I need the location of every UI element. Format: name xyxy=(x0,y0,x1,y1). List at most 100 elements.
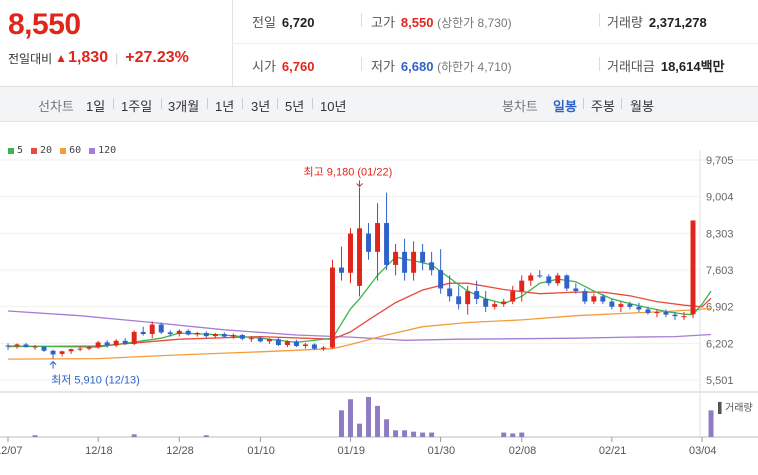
upper-limit: (상한가 8,730) xyxy=(437,16,512,30)
candlestick-chart[interactable]: 9,705 9,004 8,303 7,603 6,902 6,202 5,501 12/07… xyxy=(0,150,758,475)
legend-label: 20 xyxy=(40,145,53,156)
candle-body xyxy=(167,332,173,335)
chart-legend: 5 20 60 120 xyxy=(8,145,116,156)
candle-body xyxy=(131,331,137,344)
candle-body xyxy=(302,344,308,347)
volume-bar xyxy=(393,430,399,437)
volume-bar xyxy=(375,405,381,437)
candle-body xyxy=(194,332,200,335)
legend-label: 5 xyxy=(17,145,24,156)
candle-body xyxy=(672,314,678,317)
divider xyxy=(207,98,208,109)
prev-close: 전일 6,720 xyxy=(252,12,314,31)
candle-body xyxy=(483,298,489,307)
candle-body xyxy=(582,291,588,302)
candle-body xyxy=(5,345,11,347)
candle-body xyxy=(438,270,444,289)
candle-body xyxy=(50,350,56,355)
summary-divider xyxy=(232,43,758,44)
legend-swatch xyxy=(31,147,38,154)
candle-body xyxy=(654,312,660,314)
tab-10years[interactable]: 10년 xyxy=(320,99,347,114)
open-price: 시가 6,760 xyxy=(252,56,314,75)
tab-daily[interactable]: 일봉 xyxy=(553,99,577,114)
amount-label: 거래대금 xyxy=(607,59,655,74)
change-value: 1,830 xyxy=(68,49,109,66)
legend-item-ma60: 60 xyxy=(60,145,81,156)
divider xyxy=(361,57,362,71)
candle-body xyxy=(284,341,290,345)
candle-body xyxy=(564,275,570,289)
tab-monthly[interactable]: 월봉 xyxy=(630,99,654,114)
legend-item-ma20: 20 xyxy=(31,145,52,156)
divider xyxy=(621,98,622,109)
candle-body xyxy=(357,228,362,286)
candle-body xyxy=(158,324,164,333)
candle-body xyxy=(86,347,92,349)
candle-body xyxy=(320,347,326,349)
y-tick-label: 6,202 xyxy=(706,338,734,350)
volume-bar xyxy=(366,397,372,437)
candle-body xyxy=(492,304,498,307)
candle-body xyxy=(690,220,696,315)
tab-1week[interactable]: 1주일 xyxy=(121,99,153,114)
candle-body xyxy=(203,332,209,337)
volume-bar xyxy=(708,410,714,437)
tab-weekly[interactable]: 주봉 xyxy=(591,99,615,114)
volume-bar xyxy=(384,419,390,437)
price-summary: 8,550 전일대비 ▲ 1,830 | +27.23% 전일 6,720 고가 8… xyxy=(0,0,758,87)
volume-bar xyxy=(348,399,353,437)
low-arrow-head xyxy=(49,360,57,365)
candle-body xyxy=(77,348,83,350)
high-price: 고가 8,550 (상한가 8,730) xyxy=(371,12,512,31)
volume-bar xyxy=(501,432,507,437)
legend-swatch xyxy=(60,147,67,154)
candle-body xyxy=(348,233,353,273)
candle-body xyxy=(212,334,218,337)
candle-body xyxy=(681,316,687,318)
change-row: 전일대비 ▲ 1,830 | +27.23% xyxy=(8,49,189,67)
prev-close-label: 전일 xyxy=(252,15,276,30)
y-tick-label: 9,705 xyxy=(706,155,734,167)
candle-body xyxy=(447,288,453,297)
candle-body xyxy=(627,304,633,307)
change-percent: +27.23% xyxy=(125,49,189,66)
x-tick-label: 03/04 xyxy=(689,445,717,457)
candle-body xyxy=(221,334,227,337)
x-tick-label: 01/30 xyxy=(428,445,456,457)
ma20-line xyxy=(7,282,712,348)
candle-body xyxy=(393,251,399,265)
candle-body xyxy=(104,342,110,346)
candle-body xyxy=(618,304,624,307)
candle-body xyxy=(366,233,372,252)
volume-bar xyxy=(510,433,516,437)
y-tick-label: 7,603 xyxy=(706,265,734,277)
tab-1year[interactable]: 1년 xyxy=(215,99,235,114)
tab-5years[interactable]: 5년 xyxy=(285,99,305,114)
low-price: 저가 6,680 (하한가 4,710) xyxy=(371,56,512,75)
candle-body xyxy=(609,301,615,307)
candle-body xyxy=(510,291,516,302)
candle-body xyxy=(546,276,552,284)
divider xyxy=(583,98,584,109)
tab-3years[interactable]: 3년 xyxy=(251,99,271,114)
amount-value: 18,614 xyxy=(660,59,701,74)
candle-body xyxy=(456,296,462,305)
divider xyxy=(242,98,243,109)
candle-body xyxy=(41,346,47,351)
x-tick-label: 02/08 xyxy=(509,445,537,457)
tab-1day[interactable]: 1일 xyxy=(86,99,106,114)
candle-body xyxy=(113,340,119,346)
volume-bar xyxy=(131,434,137,437)
candle-body xyxy=(339,267,344,273)
volume-bar xyxy=(420,432,426,437)
volume-bar xyxy=(402,430,408,437)
x-tick-label: 01/10 xyxy=(247,445,275,457)
current-price-box: 8,550 전일대비 ▲ 1,830 | +27.23% xyxy=(0,0,233,86)
prev-close-value: 6,720 xyxy=(281,15,315,30)
tab-3months[interactable]: 3개월 xyxy=(168,99,200,114)
candle-body xyxy=(555,275,561,284)
candle-body xyxy=(230,335,236,337)
y-tick-label: 6,902 xyxy=(706,302,734,314)
candle-body xyxy=(266,339,272,342)
